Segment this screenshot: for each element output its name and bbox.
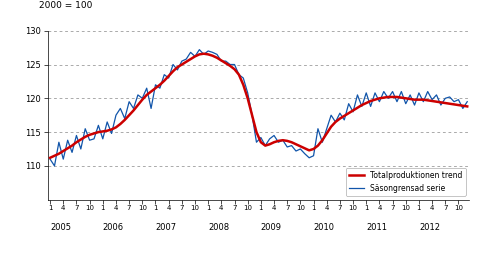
Text: 2009: 2009 [261,223,282,232]
Text: 2011: 2011 [366,223,387,232]
Text: 2006: 2006 [103,223,124,232]
Text: 2000 = 100: 2000 = 100 [39,2,93,10]
Text: 2007: 2007 [156,223,177,232]
Text: 2012: 2012 [419,223,440,232]
Text: 2005: 2005 [50,223,71,232]
Text: 2008: 2008 [208,223,229,232]
Text: 2010: 2010 [314,223,334,232]
Legend: Totalproduktionen trend, Säsongrensad serie: Totalproduktionen trend, Säsongrensad se… [346,168,466,196]
